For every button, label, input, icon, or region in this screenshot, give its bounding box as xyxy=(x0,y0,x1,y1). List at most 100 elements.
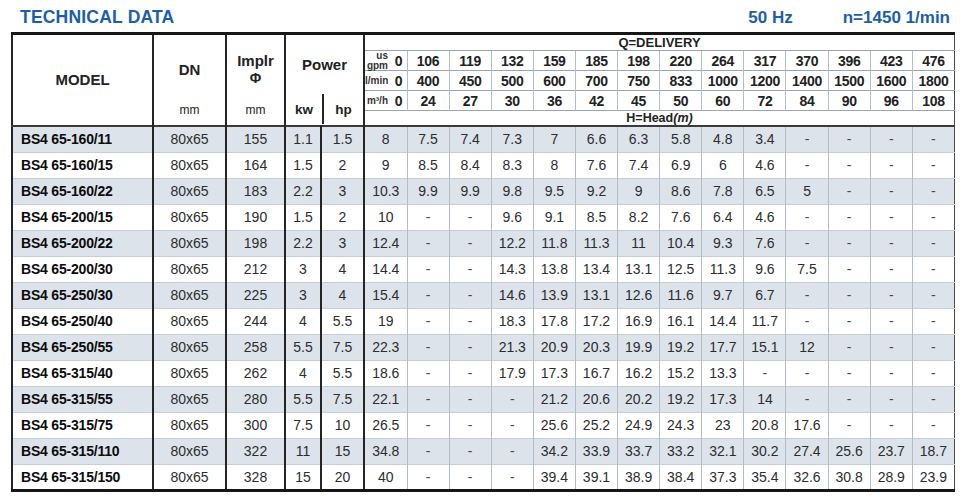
head-value-cell: - xyxy=(870,386,912,412)
head-value-cell: 9 xyxy=(618,178,660,204)
head-value-cell: 17.6 xyxy=(786,412,828,438)
spec-labels: 50 Hz n=1450 1/min xyxy=(748,8,950,28)
dn-cell: 80x65 xyxy=(153,412,226,438)
head-value-cell: - xyxy=(786,360,828,386)
head-value-cell: 9.9 xyxy=(449,178,491,204)
dn-cell: 80x65 xyxy=(153,230,226,256)
impeller-cell: 225 xyxy=(226,282,285,308)
head-value-cell: 9.6 xyxy=(744,256,786,282)
table-row: BS4 65-250/5580x652585.57.522.3--21.320.… xyxy=(12,334,955,360)
kw-cell: 1.5 xyxy=(285,152,321,178)
head-value-cell: - xyxy=(828,308,870,334)
hp-cell: 3 xyxy=(321,230,364,256)
head-value-cell: - xyxy=(912,308,954,334)
head-value-cell: 8.2 xyxy=(618,204,660,230)
head-value-cell: - xyxy=(870,230,912,256)
delivery-value: 1200 xyxy=(744,71,786,91)
delivery-value: 42 xyxy=(575,91,617,111)
kw-cell: 11 xyxy=(285,438,321,464)
model-cell: BS4 65-200/22 xyxy=(12,230,153,256)
head-value-cell: 13.1 xyxy=(618,256,660,282)
delivery-value: 400 xyxy=(407,71,449,91)
kw-cell: 3 xyxy=(285,282,321,308)
head-value-cell: - xyxy=(407,256,449,282)
head-value-cell: - xyxy=(912,230,954,256)
head-value-cell: - xyxy=(449,334,491,360)
head-value-cell: 7.6 xyxy=(744,230,786,256)
delivery-value: 72 xyxy=(744,91,786,111)
head-value-cell: - xyxy=(870,412,912,438)
dn-cell: 80x65 xyxy=(153,386,226,412)
delivery-zero-value: 0 xyxy=(391,51,407,71)
head-row-label: H=Head(m) xyxy=(364,111,955,127)
column-header-power: Power kw hp xyxy=(285,34,364,127)
head-value-cell: 26.5 xyxy=(364,412,407,438)
hp-unit-label: hp xyxy=(322,94,363,124)
head-value-cell: 15.4 xyxy=(364,282,407,308)
head-value-cell: - xyxy=(786,152,828,178)
head-value-cell: 21.2 xyxy=(533,386,575,412)
head-value-cell: 10.4 xyxy=(660,230,702,256)
head-value-cell: 22.1 xyxy=(364,386,407,412)
dn-cell: 80x65 xyxy=(153,360,226,386)
dn-cell: 80x65 xyxy=(153,204,226,230)
head-value-cell: - xyxy=(828,256,870,282)
head-value-cell: 20.9 xyxy=(533,334,575,360)
head-value-cell: 23.9 xyxy=(912,464,954,490)
head-value-cell: - xyxy=(870,282,912,308)
page-title: TECHNICAL DATA xyxy=(20,7,174,28)
dn-cell: 80x65 xyxy=(153,152,226,178)
head-value-cell: - xyxy=(828,412,870,438)
head-value-cell: - xyxy=(912,282,954,308)
head-value-cell: 12.5 xyxy=(660,256,702,282)
head-value-cell: - xyxy=(491,464,533,490)
head-value-cell: - xyxy=(407,386,449,412)
head-value-cell: 6.6 xyxy=(575,126,617,152)
head-value-cell: 11.3 xyxy=(702,256,744,282)
delivery-value: 36 xyxy=(533,91,575,111)
head-value-cell: 7.6 xyxy=(660,204,702,230)
delivery-value: 90 xyxy=(828,91,870,111)
impeller-cell: 262 xyxy=(226,360,285,386)
column-header-impeller: Implr Φ mm xyxy=(226,34,285,127)
kw-cell: 1.1 xyxy=(285,126,321,152)
head-value-cell: 30.2 xyxy=(744,438,786,464)
head-value-cell: 14.4 xyxy=(364,256,407,282)
head-value-cell: 4.8 xyxy=(702,126,744,152)
head-value-cell: - xyxy=(870,152,912,178)
head-value-cell: 12.6 xyxy=(618,282,660,308)
delivery-value: 132 xyxy=(491,51,533,71)
head-value-cell: 33.7 xyxy=(618,438,660,464)
head-value-cell: 5.8 xyxy=(660,126,702,152)
hp-cell: 5.5 xyxy=(321,308,364,334)
head-value-cell: 28.9 xyxy=(870,464,912,490)
head-value-cell: 9.6 xyxy=(491,204,533,230)
impeller-cell: 164 xyxy=(226,152,285,178)
head-value-cell: 18.7 xyxy=(912,438,954,464)
head-value-cell: 23.7 xyxy=(870,438,912,464)
head-value-cell: - xyxy=(449,386,491,412)
kw-cell: 4 xyxy=(285,360,321,386)
head-value-cell: 32.6 xyxy=(786,464,828,490)
head-value-cell: - xyxy=(491,438,533,464)
head-value-cell: 17.8 xyxy=(533,308,575,334)
delivery-value: 1400 xyxy=(786,71,828,91)
dn-cell: 80x65 xyxy=(153,464,226,490)
head-value-cell: - xyxy=(786,308,828,334)
head-value-cell: 39.1 xyxy=(575,464,617,490)
delivery-value: 108 xyxy=(912,91,954,111)
head-value-cell: 19 xyxy=(364,308,407,334)
delivery-value: 600 xyxy=(533,71,575,91)
model-cell: BS4 65-250/55 xyxy=(12,334,153,360)
delivery-value: 1800 xyxy=(912,71,954,91)
head-value-cell: 11.6 xyxy=(660,282,702,308)
hp-cell: 2 xyxy=(321,152,364,178)
delivery-value: 30 xyxy=(491,91,533,111)
head-value-cell: 6.4 xyxy=(702,204,744,230)
head-value-cell: - xyxy=(744,360,786,386)
dn-cell: 80x65 xyxy=(153,438,226,464)
kw-cell: 5.5 xyxy=(285,386,321,412)
head-value-cell: - xyxy=(407,308,449,334)
dn-header-label: DN xyxy=(179,61,201,78)
delivery-value: 450 xyxy=(449,71,491,91)
